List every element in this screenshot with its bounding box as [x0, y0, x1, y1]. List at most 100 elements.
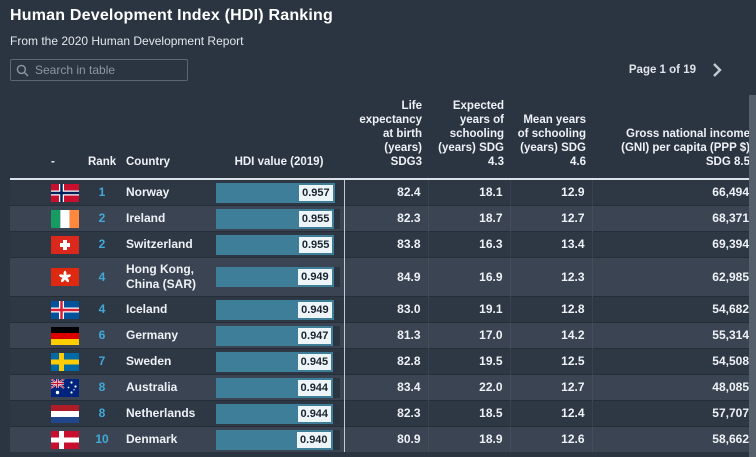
- country-cell: Ireland: [126, 211, 166, 225]
- page-subtitle: From the 2020 Human Development Report: [10, 34, 244, 48]
- mean-schooling-cell: 12.3: [509, 257, 592, 297]
- gni-cell: 69,394: [591, 231, 756, 258]
- mean-schooling-cell: 12.7: [509, 205, 592, 232]
- table-row[interactable]: 6 Germany 0.947 81.3 17.0 14.2 55,314: [10, 322, 756, 349]
- rank-cell: 8: [98, 406, 106, 420]
- rank-cell: 4: [98, 302, 106, 316]
- table-row[interactable]: 2 Ireland 0.955 82.3 18.7 12.7 68,371: [10, 205, 756, 232]
- gni-cell: 55,314: [591, 322, 756, 349]
- flag-sweden-icon: [51, 352, 82, 371]
- column-header-life-expectancy[interactable]: Life expectancy at birth (years) SDG3: [344, 93, 428, 180]
- hdi-bar: 0.949: [216, 267, 340, 287]
- life-expectancy-cell: 83.4: [343, 374, 428, 401]
- table-row[interactable]: 1 Norway 0.957 82.4 18.1 12.9 66,494: [10, 179, 756, 206]
- life-expectancy-cell: 82.3: [343, 205, 428, 232]
- column-header-flag[interactable]: -: [10, 93, 82, 180]
- hdi-bar-value: 0.957: [299, 184, 333, 201]
- life-expectancy-cell: 80.9: [343, 426, 428, 452]
- table-row[interactable]: 2 Switzerland 0.955 83.8 16.3 13.4 69,39…: [10, 231, 756, 258]
- flag-denmark-icon: [51, 430, 82, 449]
- gni-cell: 48,085: [591, 374, 756, 401]
- column-header-country[interactable]: Country: [122, 93, 214, 180]
- country-cell: Hong Kong, China (SAR): [126, 262, 196, 291]
- hdi-bar-value: 0.949: [298, 269, 332, 285]
- hdi-ranking-widget: Human Development Index (HDI) Ranking Fr…: [0, 7, 756, 457]
- table-row[interactable]: 4 Hong Kong, China (SAR) 0.949 84.9 16.9…: [10, 257, 756, 297]
- hdi-bar-value: 0.947: [297, 327, 332, 344]
- table-row[interactable]: 10 Denmark 0.940 80.9 18.9 12.6 58,662: [10, 426, 756, 452]
- table-body: 1 Norway 0.957 82.4 18.1 12.9 66,494 2 I…: [10, 179, 756, 452]
- expected-schooling-cell: 17.0: [427, 322, 510, 349]
- country-cell: Netherlands: [126, 406, 196, 420]
- expected-schooling-cell: 19.5: [427, 348, 510, 375]
- hdi-bar-fill: 0.949: [216, 299, 334, 320]
- gni-cell: 68,371: [591, 205, 756, 232]
- hdi-bar-value: 0.940: [297, 431, 331, 448]
- hdi-bar-fill: 0.949: [216, 267, 334, 287]
- expected-schooling-cell: 16.9: [427, 257, 510, 297]
- table-row[interactable]: 7 Sweden 0.945 82.8 19.5 12.5 54,508: [10, 348, 756, 375]
- life-expectancy-cell: 82.8: [343, 348, 428, 375]
- search-icon: [16, 64, 29, 76]
- flag-hongkong-icon: [51, 268, 82, 286]
- mean-schooling-cell: 13.4: [509, 231, 592, 258]
- mean-schooling-cell: 12.8: [509, 296, 592, 323]
- hdi-bar-value: 0.945: [297, 353, 332, 370]
- hdi-bar: 0.949: [216, 299, 340, 320]
- hdi-bar: 0.944: [216, 377, 340, 398]
- column-header-hdi-value[interactable]: HDI value (2019): [214, 93, 344, 180]
- hdi-bar-value: 0.944: [297, 405, 332, 422]
- page-indicator: Page 1 of 19: [628, 64, 696, 76]
- column-header-rank[interactable]: Rank: [82, 93, 122, 180]
- gni-cell: 62,985: [591, 257, 756, 297]
- hdi-bar-value: 0.949: [298, 301, 332, 318]
- flag-iceland-icon: [51, 300, 82, 319]
- life-expectancy-cell: 82.4: [343, 179, 428, 206]
- life-expectancy-cell: 81.3: [343, 322, 428, 349]
- mean-schooling-cell: 12.4: [509, 400, 592, 427]
- country-cell: Germany: [126, 328, 179, 342]
- country-cell: Denmark: [126, 432, 178, 446]
- mean-schooling-cell: 12.7: [509, 374, 592, 401]
- mean-schooling-cell: 12.9: [509, 179, 592, 206]
- vertical-scrollbar[interactable]: [749, 95, 756, 457]
- hdi-bar-value: 0.955: [298, 236, 333, 253]
- table-row[interactable]: 8 Australia 0.944 83.4 22.0 12.7 48,085: [10, 374, 756, 401]
- life-expectancy-cell: 82.3: [343, 400, 428, 427]
- mean-schooling-cell: 12.5: [509, 348, 592, 375]
- column-header-expected-schooling[interactable]: Expected years of schooling (years) SDG …: [428, 93, 510, 180]
- gni-cell: 54,682: [591, 296, 756, 323]
- hdi-bar-value: 0.955: [298, 210, 333, 227]
- next-page-button[interactable]: [712, 63, 722, 77]
- hdi-bar-fill: 0.957: [216, 182, 335, 203]
- mean-schooling-cell: 12.6: [509, 426, 592, 452]
- flag-germany-icon: [51, 326, 82, 345]
- life-expectancy-cell: 83.0: [343, 296, 428, 323]
- country-cell: Norway: [126, 185, 170, 199]
- page-title: Human Development Index (HDI) Ranking: [10, 7, 333, 24]
- hdi-bar: 0.955: [216, 234, 340, 255]
- table-header: - Rank Country HDI value (2019) Life exp…: [10, 93, 756, 180]
- country-cell: Australia: [126, 380, 178, 394]
- search-input[interactable]: [29, 63, 182, 77]
- rank-cell: 1: [98, 185, 106, 199]
- rank-cell: 10: [95, 432, 109, 446]
- rank-cell: 8: [98, 380, 106, 394]
- hdi-bar: 0.955: [216, 208, 340, 229]
- flag-switzerland-icon: [51, 235, 82, 254]
- table-row[interactable]: 8 Netherlands 0.944 82.3 18.5 12.4 57,70…: [10, 400, 756, 427]
- flag-netherlands-icon: [51, 404, 82, 423]
- hdi-bar: 0.945: [216, 351, 340, 372]
- expected-schooling-cell: 18.1: [427, 179, 510, 206]
- column-header-gni[interactable]: Gross national income (GNI) per capita (…: [592, 93, 756, 180]
- expected-schooling-cell: 18.7: [427, 205, 510, 232]
- hdi-bar: 0.944: [216, 403, 340, 424]
- gni-cell: 58,662: [591, 426, 756, 452]
- table-row[interactable]: 4 Iceland 0.949 83.0 19.1 12.8 54,682: [10, 296, 756, 323]
- column-header-mean-schooling[interactable]: Mean years of schooling (years) SDG 4.6: [510, 93, 592, 180]
- expected-schooling-cell: 18.5: [427, 400, 510, 427]
- hdi-bar-fill: 0.955: [216, 234, 335, 255]
- country-cell: Switzerland: [126, 237, 193, 251]
- search-box[interactable]: [10, 59, 188, 81]
- hdi-bar-value: 0.944: [297, 379, 332, 396]
